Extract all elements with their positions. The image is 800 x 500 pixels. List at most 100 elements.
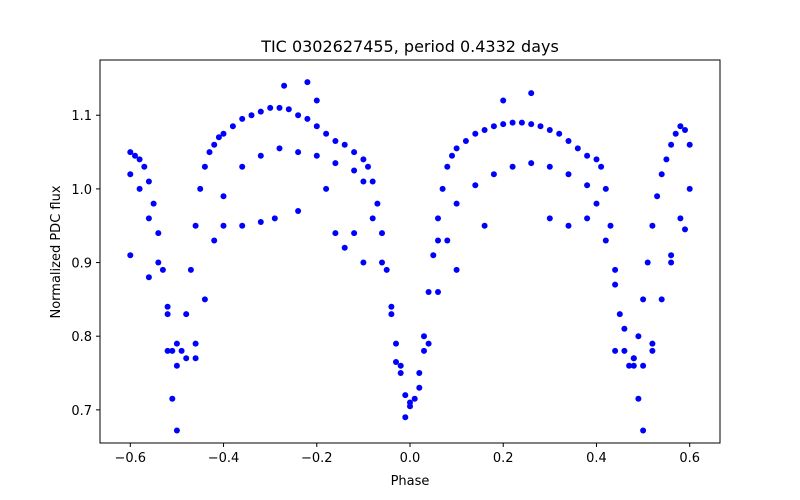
- data-point: [201, 296, 208, 303]
- plot-frame: [99, 59, 721, 444]
- data-point: [635, 333, 642, 340]
- data-point: [206, 149, 213, 156]
- data-point: [444, 163, 451, 170]
- x-tick-label: 0.0: [400, 451, 421, 466]
- data-point: [509, 119, 516, 126]
- data-point: [127, 171, 134, 178]
- data-point: [658, 171, 665, 178]
- y-tick-label: 0.7: [71, 404, 92, 419]
- x-tick-label: 0.4: [586, 451, 607, 466]
- data-point: [668, 259, 675, 266]
- data-point: [360, 259, 367, 266]
- data-point: [649, 222, 656, 229]
- data-point: [565, 171, 572, 178]
- data-point: [211, 141, 218, 148]
- chart-title: TIC 0302627455, period 0.4332 days: [260, 37, 559, 56]
- data-point: [220, 193, 227, 200]
- data-point: [369, 178, 376, 185]
- data-point: [281, 82, 288, 89]
- data-point: [304, 115, 311, 122]
- data-point: [574, 145, 581, 152]
- data-point: [682, 226, 688, 233]
- data-point: [388, 303, 395, 310]
- data-point: [169, 347, 176, 354]
- data-point: [183, 355, 190, 362]
- data-point: [658, 296, 665, 303]
- data-point: [677, 215, 684, 222]
- x-axis-ticks: −0.6 −0.4 −0.2 0.0 0.2 0.4 0.6: [115, 443, 700, 466]
- data-point: [402, 414, 409, 421]
- x-tick-label: 0.2: [493, 451, 514, 466]
- data-point: [164, 303, 171, 310]
- data-point: [295, 149, 302, 156]
- data-point: [369, 215, 376, 222]
- data-point: [145, 178, 152, 185]
- data-point: [607, 222, 614, 229]
- data-point: [449, 152, 455, 159]
- data-point: [546, 215, 553, 222]
- data-point: [239, 222, 246, 229]
- data-point: [407, 399, 413, 406]
- data-point: [682, 127, 688, 133]
- data-point: [644, 259, 651, 266]
- data-point: [276, 104, 283, 111]
- data-point: [546, 163, 553, 170]
- data-point: [183, 311, 190, 318]
- y-tick-label: 0.8: [71, 330, 92, 345]
- data-point: [173, 427, 180, 434]
- data-point: [388, 311, 395, 318]
- data-point: [462, 138, 469, 144]
- data-point: [635, 395, 642, 402]
- data-point: [481, 222, 488, 229]
- data-point: [598, 163, 605, 170]
- data-point: [313, 123, 320, 130]
- data-point: [490, 123, 497, 130]
- data-point: [351, 230, 358, 237]
- data-point: [155, 230, 162, 237]
- data-point: [668, 252, 675, 259]
- data-point: [141, 163, 148, 170]
- data-point: [323, 130, 330, 137]
- data-point: [197, 185, 204, 192]
- data-point: [150, 200, 157, 207]
- data-point: [584, 152, 591, 159]
- data-point: [640, 362, 647, 369]
- data-point: [155, 259, 162, 266]
- data-point: [257, 219, 264, 225]
- data-point: [285, 106, 292, 113]
- data-point: [257, 152, 264, 159]
- data-point: [472, 182, 479, 189]
- data-point: [383, 266, 390, 273]
- data-point: [215, 134, 222, 141]
- data-point: [192, 355, 199, 362]
- data-point: [304, 79, 311, 86]
- data-point: [556, 130, 563, 137]
- data-point: [127, 149, 134, 156]
- data-point: [192, 340, 199, 347]
- data-point: [435, 215, 441, 222]
- data-point: [132, 152, 138, 159]
- data-point: [593, 200, 600, 207]
- data-point: [584, 215, 591, 222]
- data-point: [649, 340, 656, 347]
- data-point: [192, 222, 199, 229]
- data-point: [612, 266, 619, 273]
- data-point: [518, 119, 525, 126]
- data-point: [430, 252, 437, 259]
- data-point: [201, 163, 208, 170]
- data-point: [360, 156, 367, 163]
- y-axis-ticks: 0.7 0.8 0.9 1.0 1.1: [71, 109, 100, 419]
- data-point: [490, 171, 497, 178]
- data-point: [593, 156, 600, 163]
- data-point: [365, 163, 371, 170]
- data-point: [416, 370, 423, 376]
- data-point: [537, 123, 544, 130]
- data-points: [127, 79, 693, 434]
- data-point: [402, 392, 409, 399]
- y-tick-label: 0.9: [71, 257, 92, 272]
- data-point: [640, 427, 647, 434]
- data-point: [649, 347, 656, 354]
- data-point: [332, 160, 339, 167]
- data-point: [145, 215, 152, 222]
- data-point: [612, 281, 619, 288]
